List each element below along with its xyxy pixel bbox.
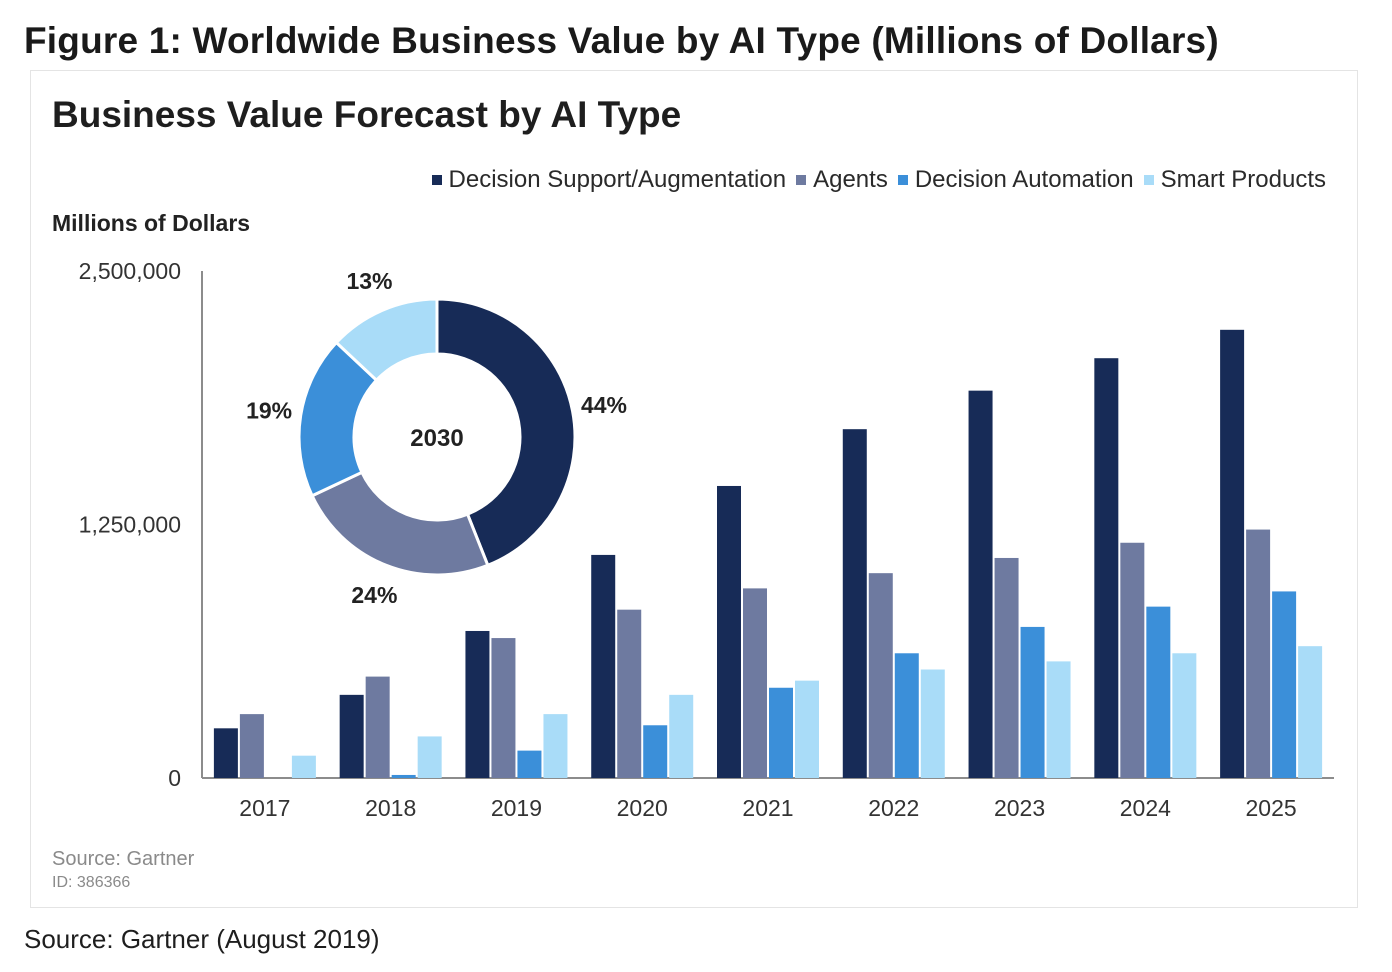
bar-2023-decision-automation [1020,626,1045,778]
bar-2023-smart-products [1046,661,1071,778]
chart-source: Source: Gartner [52,848,195,870]
x-tick-label: 2017 [239,795,290,821]
x-tick-label: 2021 [742,795,793,821]
legend-swatch [897,175,908,185]
x-tick-label: 2023 [994,795,1045,821]
legend-label: Decision Support/Augmentation [448,166,787,193]
bar-2020-decision-automation [643,725,668,778]
bar-2018-smart-products [417,736,442,778]
donut-slice-label: 13% [346,268,392,294]
legend-item-decision-support: Decision Support/Augmentation [431,166,787,194]
donut-slice-label: 24% [351,582,397,608]
bar-2022-decision-support-augmentation [842,429,867,778]
bar-2017-decision-support-augmentation [213,728,238,778]
y-tick-label: 0 [168,765,181,791]
donut-slice-smart-products [334,297,439,383]
x-tick-label: 2025 [1246,795,1297,821]
bar-2018-decision-automation [391,774,416,778]
chart-title: Business Value Forecast by AI Type [52,94,682,135]
donut-center-label: 2030 [410,425,463,452]
bar-2019-smart-products [543,714,568,778]
figure-title: Figure 1: Worldwide Business Value by AI… [24,20,1219,61]
donut-slice-label: 44% [581,392,627,418]
bar-2025-decision-automation [1272,591,1297,778]
bar-2018-agents [365,676,390,778]
x-tick-label: 2019 [491,795,542,821]
bar-2024-decision-automation [1146,606,1171,778]
bar-2025-smart-products [1298,646,1323,778]
bar-2017-smart-products [291,755,316,778]
bar-2020-decision-support-augmentation [591,554,616,778]
bar-2019-decision-automation [517,750,542,778]
bar-2017-agents [239,714,264,778]
x-tick-label: 2020 [617,795,668,821]
legend: Decision Support/Augmentation Agents Dec… [422,166,1326,194]
bar-2024-agents [1120,542,1145,778]
x-tick-label: 2022 [868,795,919,821]
bar-2025-decision-support-augmentation [1220,329,1245,778]
legend-label: Decision Automation [914,166,1134,193]
legend-label: Agents [813,166,888,193]
bar-2022-agents [868,573,893,778]
legend-item-decision-automation: Decision Automation [897,166,1134,194]
legend-swatch [431,175,442,185]
bar-2024-smart-products [1172,653,1197,778]
bar-2020-agents [617,609,642,778]
bar-2023-decision-support-augmentation [968,390,993,778]
bar-2019-decision-support-augmentation [465,630,490,778]
y-axis-label: Millions of Dollars [52,210,251,236]
legend-swatch [1143,175,1154,185]
x-tick-label: 2024 [1120,795,1171,821]
y-tick-label: 2,500,000 [79,258,181,284]
legend-item-smart-products: Smart Products [1143,166,1326,194]
bar-2025-agents [1246,529,1271,778]
bar-2018-decision-support-augmentation [339,694,364,778]
bar-2024-decision-support-augmentation [1094,358,1119,778]
donut-slice-decision-support-augmentation [435,297,577,568]
bar-2021-agents [743,588,767,778]
bar-2022-decision-automation [894,653,919,778]
bar-2023-agents [994,557,1019,778]
bar-2021-decision-support-augmentation [717,485,741,778]
bar-2019-agents [491,638,516,778]
x-tick-label: 2018 [365,795,416,821]
bar-2020-smart-products [669,694,694,778]
chart-id: ID: 386366 [52,874,131,891]
figure-source: Source: Gartner (August 2019) [24,924,380,954]
bar-2021-smart-products [795,680,819,778]
donut-slice-label: 19% [246,397,292,423]
legend-label: Smart Products [1160,166,1326,193]
legend-item-agents: Agents [796,166,888,194]
y-tick-label: 1,250,000 [79,512,181,538]
bar-2022-smart-products [920,669,945,778]
donut-slice-agents [310,470,490,577]
legend-swatch [796,175,807,185]
bar-2021-decision-automation [769,687,793,778]
